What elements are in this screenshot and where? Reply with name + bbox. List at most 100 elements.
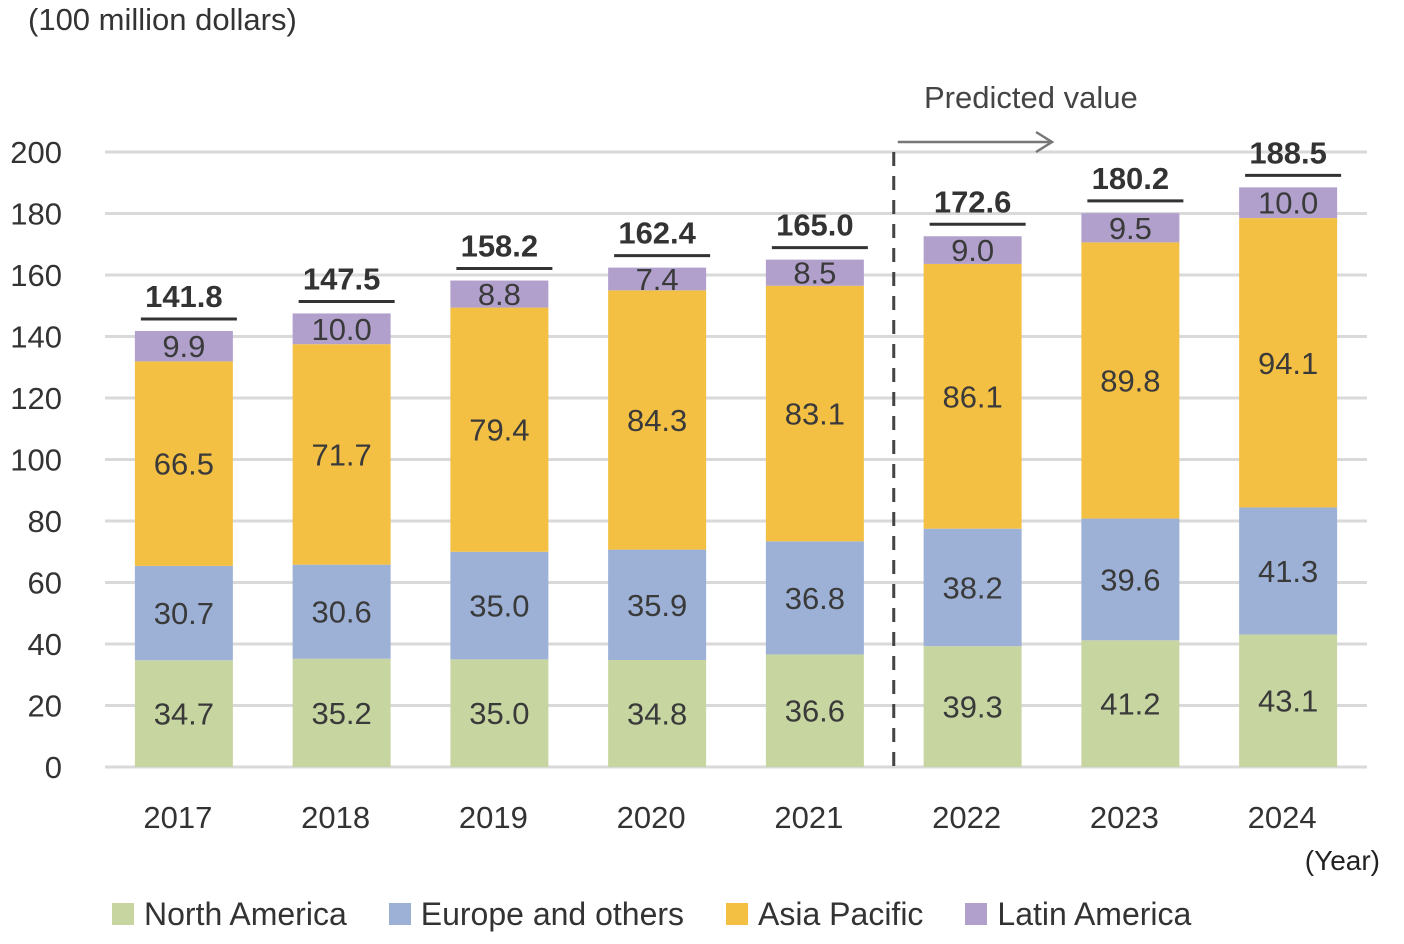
data-label: 35.2 [311, 696, 371, 731]
data-label: 7.4 [636, 262, 679, 297]
total-label: 141.8 [145, 279, 223, 314]
data-label: 41.3 [1258, 554, 1318, 589]
data-label: 39.6 [1100, 562, 1160, 597]
data-label: 35.0 [469, 589, 529, 624]
data-label: 66.5 [154, 447, 214, 482]
data-label: 89.8 [1100, 363, 1160, 398]
bar-segment [1239, 218, 1338, 508]
unit-label: (100 million dollars) [28, 2, 297, 37]
bar-segment [923, 236, 1022, 264]
y-tick-label: 0 [45, 750, 62, 785]
bar-segment [134, 660, 233, 767]
data-label: 41.2 [1100, 687, 1160, 722]
bar-segment [608, 290, 707, 550]
y-tick-label: 120 [10, 381, 62, 416]
legend: North America Europe and others Asia Pacif… [112, 893, 1233, 935]
data-label: 79.4 [469, 413, 529, 448]
y-tick-label: 100 [10, 443, 62, 478]
bar-segment [450, 280, 549, 308]
legend-item: North America [112, 896, 347, 933]
y-tick-label: 200 [10, 135, 62, 170]
x-tick-label: 2021 [774, 800, 843, 835]
legend-label: Asia Pacific [758, 895, 924, 932]
data-label: 35.9 [627, 588, 687, 623]
bar-segment [765, 541, 864, 655]
legend-label: North America [144, 895, 347, 932]
bar-segment [608, 267, 707, 291]
y-tick-label: 60 [28, 566, 62, 601]
bar-segment [134, 361, 233, 566]
bar-segment [450, 659, 549, 767]
legend-label: Europe and others [420, 895, 685, 932]
bar-segment [608, 659, 707, 767]
x-tick-label: 2024 [1248, 800, 1317, 835]
total-label: 188.5 [1249, 135, 1327, 170]
legend-swatch [726, 903, 749, 925]
data-label: 9.5 [1109, 211, 1152, 246]
data-label: 8.5 [793, 256, 836, 291]
legend-item: Latin America [965, 896, 1191, 933]
y-tick-label: 40 [28, 627, 62, 662]
data-label: 34.7 [154, 697, 214, 732]
bar-segment [923, 528, 1022, 647]
total-label: 162.4 [618, 216, 696, 251]
data-label: 43.1 [1258, 684, 1318, 719]
bar-segment [292, 344, 391, 565]
predicted-value-annotation: Predicted value [924, 80, 1138, 115]
bar-segment [923, 263, 1022, 529]
legend-swatch [965, 903, 988, 925]
legend-item: Asia Pacific [726, 896, 923, 933]
data-label: 38.2 [942, 570, 1002, 605]
total-label: 147.5 [303, 261, 381, 296]
data-label: 84.3 [627, 403, 687, 438]
data-label: 9.9 [162, 329, 205, 364]
bar-segment [1081, 640, 1180, 767]
bar-segment [765, 285, 864, 542]
bar-segment [1239, 187, 1338, 219]
bar-segment [450, 307, 549, 552]
data-label: 71.7 [311, 437, 371, 472]
data-label: 83.1 [785, 397, 845, 432]
axis-labels: 0 20 40 60 80 100 120 140 160 180 200 2017 2018 2019 2… [10, 135, 1380, 876]
x-tick-label: 2019 [459, 800, 528, 835]
data-label: 8.8 [478, 277, 521, 312]
bar-segment [292, 564, 391, 659]
data-label: 36.8 [785, 581, 845, 616]
data-label: 34.8 [627, 696, 687, 731]
bar-segment [765, 654, 864, 767]
bar-segment [923, 646, 1022, 767]
data-label: 10.0 [311, 312, 371, 347]
legend-swatch [388, 903, 411, 925]
bar-segment [292, 313, 391, 345]
data-label: 9.0 [951, 233, 994, 268]
data-label: 35.0 [469, 696, 529, 731]
legend-swatch [112, 903, 134, 925]
annotations: 141.8 147.5 158.2 162.4 165.0 172.6 180.2 188.5 [140, 130, 1342, 767]
x-axis-label: (Year) [1305, 845, 1380, 876]
x-tick-label: 2023 [1090, 800, 1159, 835]
bar-segment [1081, 213, 1180, 243]
x-tick-label: 2022 [932, 800, 1001, 835]
data-label: 10.0 [1258, 186, 1318, 221]
x-tick-label: 2017 [143, 800, 212, 835]
legend-label: Latin America [997, 895, 1192, 932]
bar-segment [1239, 634, 1338, 767]
bar-segment [450, 551, 549, 660]
y-tick-label: 20 [28, 689, 62, 724]
data-label: 30.7 [154, 596, 214, 631]
x-tick-label: 2020 [617, 800, 686, 835]
total-label: 158.2 [461, 229, 539, 264]
prediction-arrowhead [1035, 130, 1055, 154]
x-tick-label: 2018 [301, 800, 370, 835]
bar-segment [134, 330, 233, 362]
legend-item: Europe and others [388, 895, 685, 933]
y-tick-label: 180 [10, 197, 62, 232]
bar-segment [1081, 518, 1180, 641]
y-tick-label: 140 [10, 320, 62, 355]
total-label: 165.0 [776, 208, 854, 243]
bar-segment [765, 259, 864, 286]
data-label: 30.6 [311, 595, 371, 630]
data-label: 36.6 [785, 694, 845, 729]
bar-segment [608, 549, 707, 660]
bar-segment [1239, 507, 1338, 635]
